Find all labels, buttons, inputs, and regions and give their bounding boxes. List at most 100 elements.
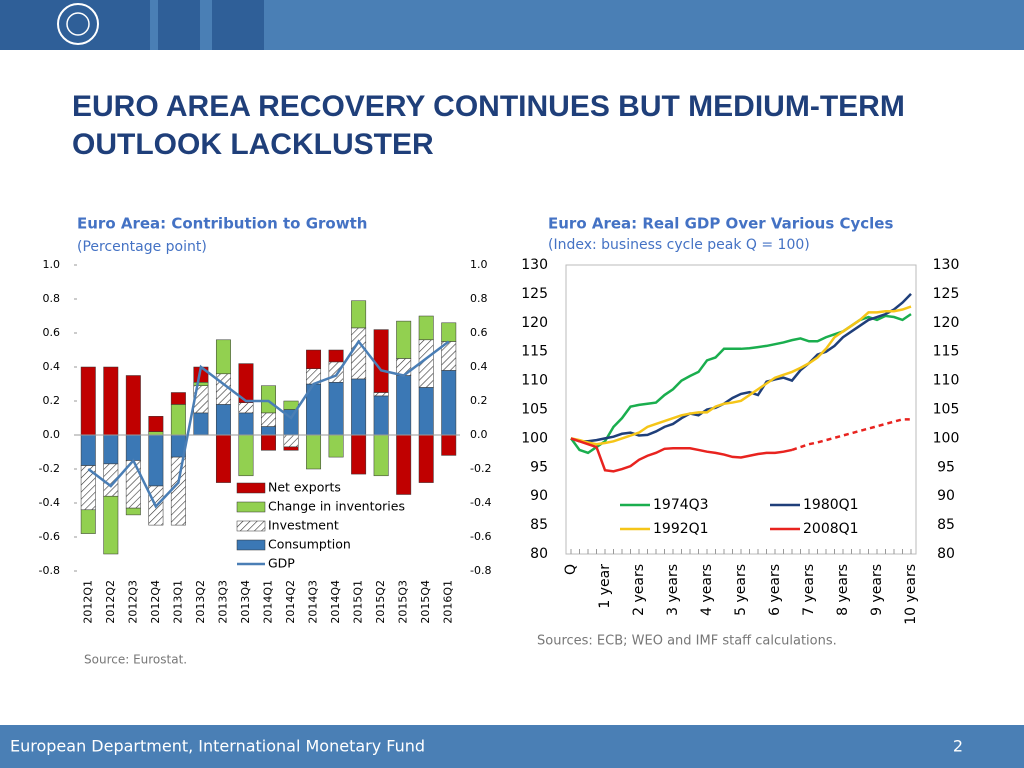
bar-segment xyxy=(351,327,367,380)
x-tick-label: 2015Q4 xyxy=(419,580,432,624)
x-tick-label: 5 years xyxy=(733,564,749,616)
x-tick-label: 2013Q2 xyxy=(194,580,207,624)
series-line xyxy=(570,437,793,473)
x-tick-label: 2012Q1 xyxy=(81,580,94,624)
series-line xyxy=(791,418,911,452)
legend-label: 2008Q1 xyxy=(803,521,859,537)
bar-segment xyxy=(396,375,412,436)
y2-tick-label: 85 xyxy=(937,517,955,533)
logo xyxy=(66,12,90,36)
bar-segment xyxy=(441,434,457,456)
x-tick-label: 2015Q3 xyxy=(397,580,410,624)
legend-swatch xyxy=(236,539,266,551)
y-tick-label: 125 xyxy=(521,286,548,302)
x-tick-label: 8 years xyxy=(835,564,851,616)
y2-tick-label: 115 xyxy=(933,344,960,360)
bar-segment xyxy=(441,370,457,436)
legend-label: 1974Q3 xyxy=(653,497,709,513)
x-tick-label: 2014Q3 xyxy=(307,580,320,624)
y2-tick-label: 90 xyxy=(937,488,955,504)
y-tick-label: 130 xyxy=(521,257,548,273)
x-tick-label: 9 years xyxy=(869,564,885,616)
bar-segment xyxy=(215,404,231,436)
y-tick-label: 90 xyxy=(530,488,548,504)
y-tick-label: 115 xyxy=(521,344,548,360)
header-block xyxy=(158,0,200,50)
bar-segment xyxy=(170,456,186,526)
legend-label: 1980Q1 xyxy=(803,497,859,513)
legend-swatch xyxy=(236,520,266,532)
bar-segment xyxy=(215,434,231,483)
series-line xyxy=(570,293,912,443)
legend-label: Net exports xyxy=(268,480,341,495)
x-tick-label: 7 years xyxy=(801,564,817,616)
y2-tick-label: 0.2 xyxy=(470,394,488,407)
x-tick-label: 2013Q4 xyxy=(239,580,252,624)
x-tick-label: 2012Q3 xyxy=(126,580,139,624)
bar-segment xyxy=(238,402,254,414)
series-line xyxy=(570,305,912,446)
y2-tick-label: 125 xyxy=(933,286,960,302)
bar-segment xyxy=(261,412,276,427)
bar-segment xyxy=(103,366,119,436)
chart-source: Sources: ECB; WEO and IMF staff calculat… xyxy=(537,634,837,649)
x-tick-label: 2015Q2 xyxy=(374,580,387,624)
bar-segment xyxy=(418,315,434,341)
header-block xyxy=(212,0,264,50)
bar-segment xyxy=(328,434,344,458)
legend-label: Investment xyxy=(268,518,339,533)
y-tick-label: 85 xyxy=(530,517,548,533)
bar-segment xyxy=(418,434,434,483)
bar-segment xyxy=(261,426,276,436)
plot-frame xyxy=(565,264,917,555)
legend-label: Change in inventories xyxy=(268,499,405,514)
footer-text: European Department, International Monet… xyxy=(10,737,425,756)
legend-label: Consumption xyxy=(268,537,351,552)
gdp-line xyxy=(87,339,450,509)
y-tick-label: 80 xyxy=(530,546,548,562)
bar-segment xyxy=(418,387,434,436)
bar-segment xyxy=(170,404,186,436)
bar-segment xyxy=(170,392,186,405)
bar-segment xyxy=(80,509,96,534)
bar-segment xyxy=(148,434,164,487)
bar-segment xyxy=(193,382,209,386)
x-tick-label: 2 years xyxy=(631,564,647,616)
y-tick-label: -0.6 xyxy=(39,530,60,543)
bar-segment xyxy=(148,416,164,432)
y2-tick-label: -0.6 xyxy=(470,530,491,543)
bar-segment xyxy=(351,378,367,436)
bar-segment xyxy=(328,361,344,383)
bar-segment xyxy=(238,412,254,436)
bar-segment xyxy=(373,395,389,436)
y-tick-label: 0.6 xyxy=(43,326,61,339)
bar-segment xyxy=(351,434,367,475)
chart-subtitle: (Index: business cycle peak Q = 100) xyxy=(548,237,810,253)
y2-tick-label: 130 xyxy=(933,257,960,273)
bar-segment xyxy=(328,349,344,363)
bar-segment xyxy=(238,434,254,477)
x-tick-label: 10 years xyxy=(903,564,919,625)
y2-tick-label: 0.0 xyxy=(470,428,488,441)
bar-segment xyxy=(396,434,412,495)
chart-title: Euro Area: Contribution to Growth xyxy=(77,215,367,233)
bar-segment xyxy=(283,434,299,448)
legend-swatch xyxy=(236,482,266,494)
x-tick-label: 2013Q3 xyxy=(216,580,229,624)
x-tick-label: 2012Q4 xyxy=(149,580,162,624)
y2-tick-label: 80 xyxy=(937,546,955,562)
bar-segment xyxy=(80,366,96,436)
bar-segment xyxy=(103,434,119,465)
x-tick-label: 6 years xyxy=(767,564,783,616)
bar-segment xyxy=(396,320,412,359)
page-number: 2 xyxy=(953,737,963,756)
logo xyxy=(57,3,99,45)
bar-segment xyxy=(261,385,276,414)
bar-segment xyxy=(80,434,96,466)
y-tick-label: 105 xyxy=(521,402,548,418)
bar-segment xyxy=(373,434,389,477)
y-tick-label: -0.2 xyxy=(39,462,60,475)
y-tick-label: 95 xyxy=(530,459,548,475)
legend-swatch xyxy=(236,501,266,513)
bar-segment xyxy=(261,434,276,451)
